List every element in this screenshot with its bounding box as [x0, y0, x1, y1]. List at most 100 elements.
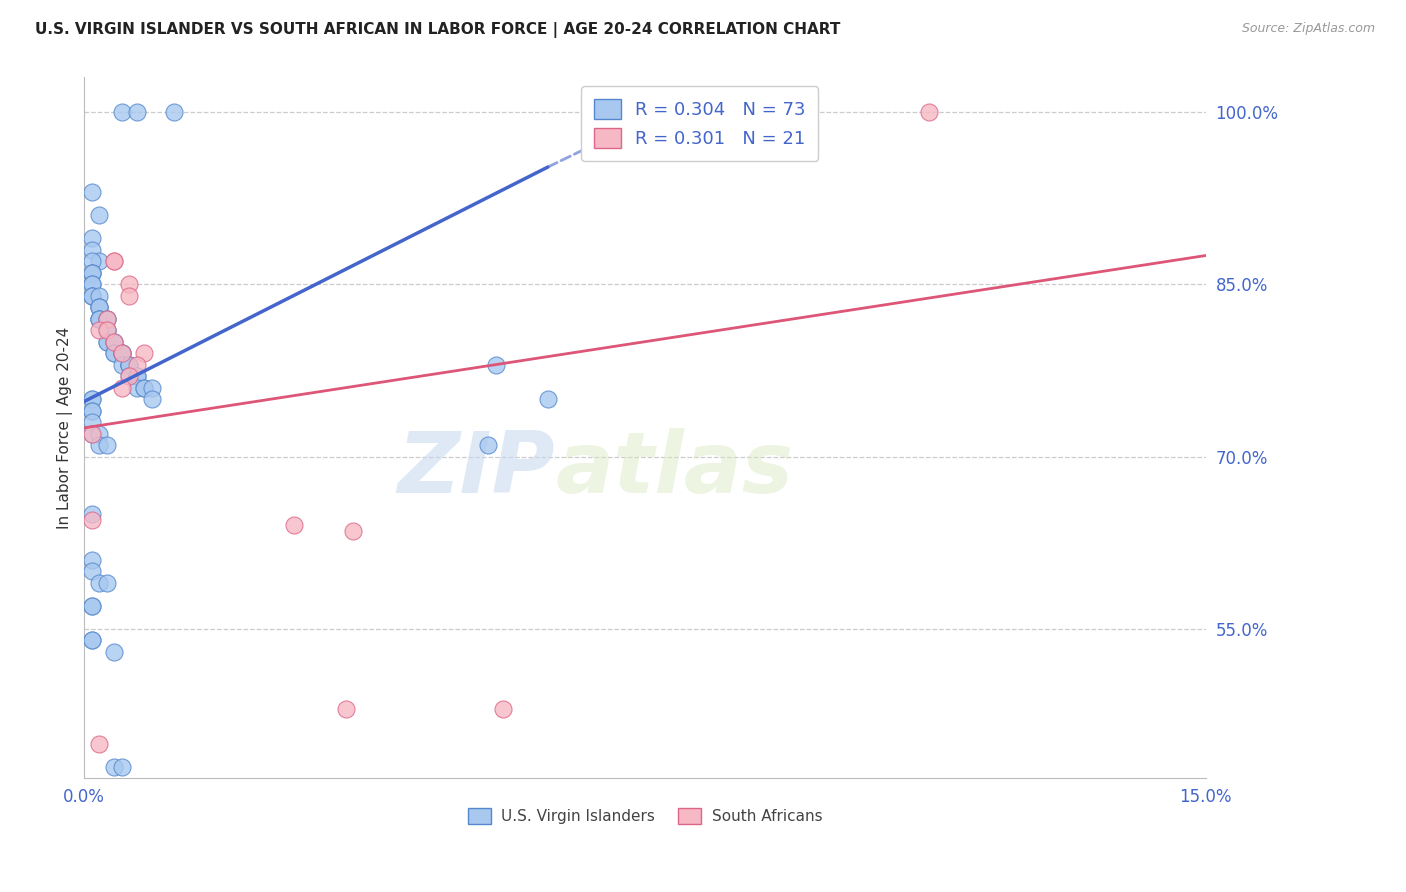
Point: [103, 334, 125, 349]
Point: [111, 381, 134, 395]
Point: [96, 311, 118, 326]
Point: [80, 426, 103, 441]
Point: [80, 277, 103, 292]
Point: [80, 553, 103, 567]
Point: [141, 392, 163, 406]
Point: [80, 599, 103, 613]
Point: [111, 346, 134, 360]
Point: [125, 369, 148, 384]
Point: [80, 392, 103, 406]
Text: atlas: atlas: [555, 428, 793, 511]
Point: [89, 300, 111, 314]
Point: [103, 254, 125, 268]
Text: Source: ZipAtlas.com: Source: ZipAtlas.com: [1241, 22, 1375, 36]
Point: [89, 300, 111, 314]
Point: [111, 346, 134, 360]
Point: [103, 645, 125, 659]
Point: [118, 358, 141, 372]
Point: [118, 358, 141, 372]
Point: [111, 104, 134, 119]
Point: [80, 513, 103, 527]
Point: [89, 311, 111, 326]
Point: [89, 576, 111, 591]
Point: [80, 289, 103, 303]
Point: [96, 323, 118, 337]
Point: [80, 289, 103, 303]
Point: [335, 702, 357, 716]
Point: [118, 358, 141, 372]
Point: [103, 334, 125, 349]
Point: [80, 266, 103, 280]
Point: [80, 507, 103, 521]
Point: [103, 334, 125, 349]
Point: [103, 254, 125, 268]
Point: [89, 300, 111, 314]
Point: [492, 702, 515, 716]
Point: [80, 266, 103, 280]
Point: [80, 243, 103, 257]
Point: [96, 323, 118, 337]
Point: [118, 277, 141, 292]
Point: [342, 524, 364, 539]
Point: [80, 426, 103, 441]
Text: U.S. VIRGIN ISLANDER VS SOUTH AFRICAN IN LABOR FORCE | AGE 20-24 CORRELATION CHA: U.S. VIRGIN ISLANDER VS SOUTH AFRICAN IN…: [35, 22, 841, 38]
Point: [96, 311, 118, 326]
Legend: U.S. Virgin Islanders, South Africans: U.S. Virgin Islanders, South Africans: [458, 798, 831, 834]
Point: [89, 426, 111, 441]
Point: [132, 346, 155, 360]
Point: [80, 254, 103, 268]
Point: [103, 346, 125, 360]
Point: [80, 565, 103, 579]
Point: [111, 358, 134, 372]
Point: [96, 311, 118, 326]
Point: [80, 403, 103, 417]
Point: [80, 392, 103, 406]
Point: [80, 633, 103, 648]
Point: [80, 277, 103, 292]
Y-axis label: In Labor Force | Age 20-24: In Labor Force | Age 20-24: [58, 326, 73, 529]
Point: [89, 208, 111, 222]
Point: [89, 311, 111, 326]
Point: [118, 369, 141, 384]
Point: [103, 760, 125, 774]
Point: [111, 760, 134, 774]
Point: [89, 311, 111, 326]
Point: [125, 369, 148, 384]
Point: [96, 323, 118, 337]
Point: [80, 633, 103, 648]
Point: [111, 346, 134, 360]
Point: [537, 392, 560, 406]
Point: [80, 186, 103, 200]
Point: [80, 266, 103, 280]
Point: [118, 369, 141, 384]
Point: [125, 104, 148, 119]
Point: [96, 334, 118, 349]
Point: [484, 358, 506, 372]
Point: [96, 438, 118, 452]
Point: [89, 323, 111, 337]
Point: [80, 403, 103, 417]
Point: [103, 346, 125, 360]
Point: [96, 576, 118, 591]
Point: [125, 381, 148, 395]
Point: [118, 289, 141, 303]
Point: [283, 518, 305, 533]
Point: [89, 289, 111, 303]
Point: [163, 104, 186, 119]
Point: [89, 438, 111, 452]
Point: [80, 289, 103, 303]
Point: [111, 346, 134, 360]
Point: [918, 104, 941, 119]
Point: [96, 334, 118, 349]
Point: [89, 737, 111, 751]
Point: [132, 381, 155, 395]
Point: [89, 254, 111, 268]
Point: [80, 415, 103, 429]
Point: [80, 231, 103, 245]
Text: ZIP: ZIP: [398, 428, 555, 511]
Point: [141, 381, 163, 395]
Point: [477, 438, 499, 452]
Point: [125, 358, 148, 372]
Point: [132, 381, 155, 395]
Point: [80, 599, 103, 613]
